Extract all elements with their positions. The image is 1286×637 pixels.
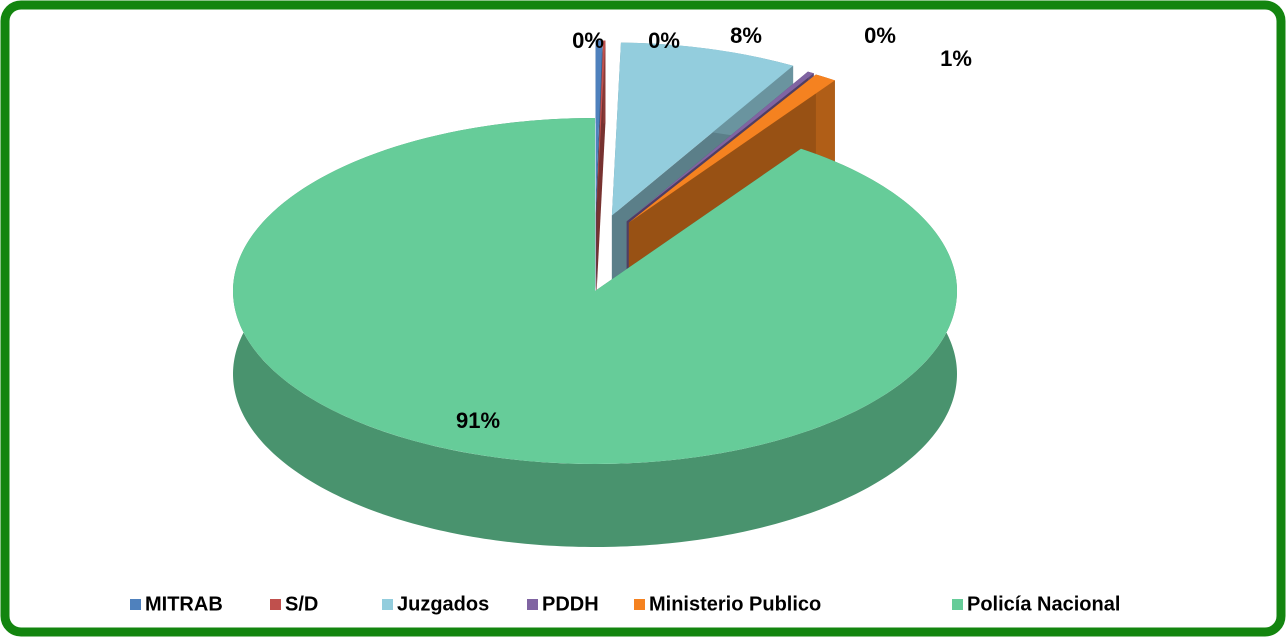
legend-label: Policía Nacional [967, 593, 1120, 615]
legend-label: S/D [285, 593, 318, 615]
legend-swatch [952, 599, 963, 610]
pie [233, 40, 958, 547]
legend-swatch [634, 599, 645, 610]
slice-top [626, 71, 814, 222]
legend-label: PDDH [542, 593, 599, 615]
legend-label: MITRAB [145, 593, 223, 615]
data-label: 0% [864, 23, 896, 48]
data-label: 1% [940, 46, 972, 71]
data-label: 8% [730, 23, 762, 48]
legend-swatch [527, 599, 538, 610]
slice-top [596, 40, 606, 214]
legend-swatch [270, 599, 281, 610]
slice-side [815, 74, 835, 164]
legend-label: Ministerio Publico [649, 593, 821, 615]
slice-wall [596, 40, 606, 297]
data-label: 91% [456, 408, 500, 433]
legend-label: Juzgados [397, 593, 489, 615]
legend-swatch [130, 599, 141, 610]
slice [596, 40, 606, 297]
data-label: 0% [572, 28, 604, 53]
slice [233, 118, 958, 547]
slice-top [233, 118, 958, 464]
data-labels: 0% 0% 8% 0% 1% 91% [456, 23, 972, 433]
slice-top [611, 42, 794, 216]
legend: MITRAB S/D Juzgados PDDH Ministerio Publico P… [130, 593, 1120, 615]
legend-swatch [382, 599, 393, 610]
slice-top [595, 40, 603, 214]
slice-top [628, 74, 835, 223]
data-label: 0% [648, 28, 680, 53]
